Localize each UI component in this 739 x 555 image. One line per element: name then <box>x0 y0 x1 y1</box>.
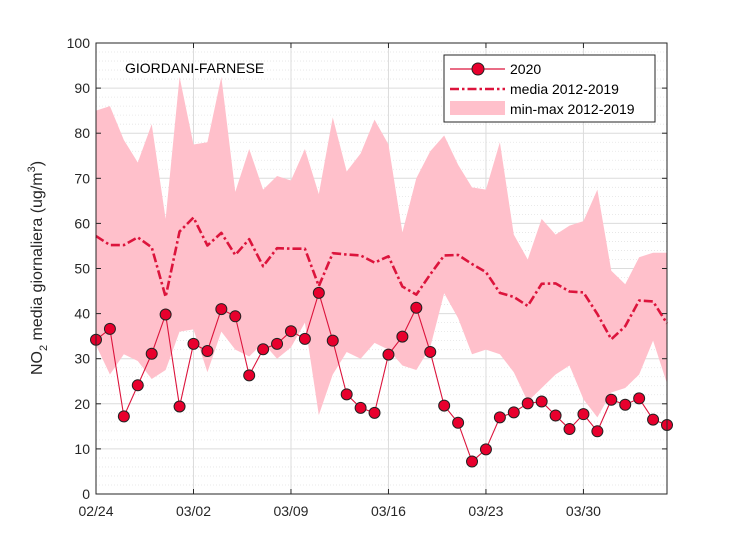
y-axis: 0 10 20 30 40 50 60 70 80 90 100 <box>67 35 667 502</box>
y-tick-label: 40 <box>74 306 90 322</box>
y-tick-label: 10 <box>74 441 90 457</box>
data-point-2020 <box>605 393 618 406</box>
y-tick-label: 0 <box>82 486 90 502</box>
y-tick-label: 20 <box>74 396 90 412</box>
data-point-2020 <box>201 345 214 358</box>
y-axis-label: NO2 media giornaliera (ug/m3) <box>26 161 50 375</box>
data-point-2020 <box>521 397 534 410</box>
data-point-2020 <box>117 410 130 423</box>
data-point-2020 <box>284 325 297 338</box>
data-point-2020 <box>131 379 144 392</box>
x-tick-label: 03/09 <box>273 503 308 519</box>
data-point-2020 <box>298 332 311 345</box>
data-point-2020 <box>382 348 395 361</box>
data-point-2020 <box>549 409 562 422</box>
data-point-2020 <box>368 406 381 419</box>
data-point-2020 <box>591 425 604 438</box>
data-point-2020 <box>326 334 339 347</box>
x-tick-label: 02/24 <box>78 503 113 519</box>
y-tick-label: 30 <box>74 351 90 367</box>
data-point-2020 <box>438 399 451 412</box>
data-point-2020 <box>354 401 367 414</box>
data-point-2020 <box>187 337 200 350</box>
data-point-2020 <box>229 310 242 323</box>
data-point-2020 <box>619 398 632 411</box>
data-point-2020 <box>215 303 228 316</box>
data-point-2020 <box>145 347 158 360</box>
y-tick-label: 60 <box>74 215 90 231</box>
y-tick-label: 90 <box>74 80 90 96</box>
data-point-2020 <box>410 301 423 314</box>
data-point-2020 <box>633 392 646 405</box>
data-point-2020 <box>452 416 465 429</box>
x-tick-label: 03/23 <box>468 503 503 519</box>
chart-title: GIORDANI-FARNESE <box>125 60 264 76</box>
legend-marker-2020 <box>471 62 485 76</box>
series-2020 <box>90 286 673 468</box>
data-point-2020 <box>535 395 548 408</box>
data-point-2020 <box>173 400 186 413</box>
data-point-2020 <box>466 455 479 468</box>
data-point-2020 <box>479 443 492 456</box>
legend-label-band: min-max 2012-2019 <box>510 101 635 117</box>
data-point-2020 <box>563 423 576 436</box>
x-tick-label: 03/16 <box>371 503 406 519</box>
legend-label-mean: media 2012-2019 <box>510 81 619 97</box>
x-tick-label: 03/30 <box>566 503 601 519</box>
data-point-2020 <box>103 322 116 335</box>
legend-label-2020: 2020 <box>510 61 541 77</box>
x-axis: 02/24 03/02 03/09 03/16 03/23 03/30 <box>78 43 601 519</box>
data-point-2020 <box>340 388 353 401</box>
data-point-2020 <box>507 406 520 419</box>
data-point-2020 <box>647 413 660 426</box>
mean-line <box>95 216 669 341</box>
data-point-2020 <box>257 343 270 356</box>
data-point-2020 <box>312 286 325 299</box>
y-tick-label: 50 <box>74 261 90 277</box>
data-point-2020 <box>159 308 172 321</box>
x-tick-label: 03/02 <box>176 503 211 519</box>
data-point-2020 <box>243 369 256 382</box>
data-point-2020 <box>424 345 437 358</box>
data-point-2020 <box>396 330 409 343</box>
legend-swatch-band <box>450 101 505 115</box>
y-tick-label: 70 <box>74 170 90 186</box>
data-point-2020 <box>493 411 506 424</box>
data-point-2020 <box>577 408 590 421</box>
legend: 2020 media 2012-2019 min-max 2012-2019 <box>443 54 656 123</box>
mean-series-line <box>95 216 669 341</box>
y-tick-label: 100 <box>67 35 91 51</box>
y-tick-label: 80 <box>74 125 90 141</box>
data-point-2020 <box>271 337 284 350</box>
